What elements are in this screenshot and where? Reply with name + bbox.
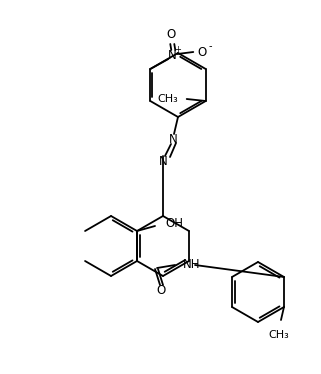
Text: CH₃: CH₃ — [157, 94, 178, 104]
Text: NH: NH — [183, 258, 201, 272]
Text: O: O — [167, 28, 176, 40]
Text: O: O — [156, 285, 166, 297]
Text: +: + — [174, 45, 181, 53]
Text: N: N — [159, 154, 167, 168]
Text: -: - — [209, 41, 212, 51]
Text: N: N — [168, 49, 177, 61]
Text: OH: OH — [165, 217, 183, 230]
Text: CH₃: CH₃ — [269, 330, 289, 340]
Text: N: N — [169, 132, 178, 145]
Text: O: O — [198, 46, 207, 58]
